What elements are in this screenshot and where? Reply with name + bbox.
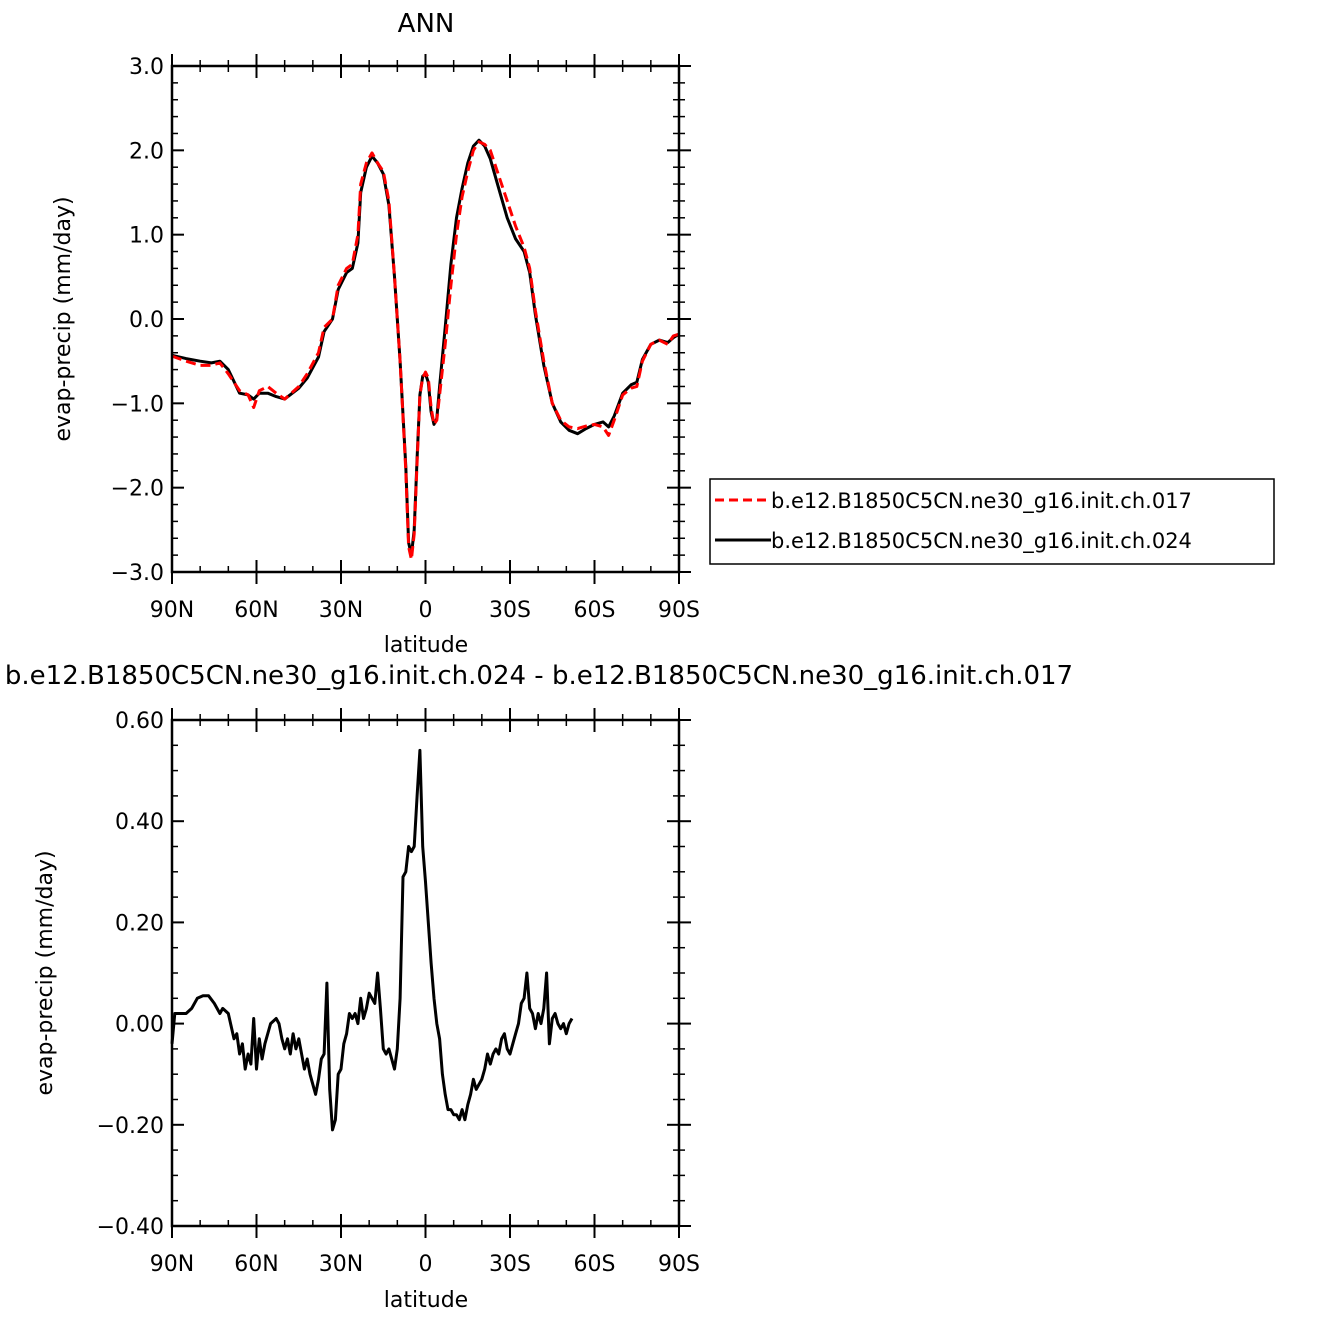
- top-x-tick-label: 90N: [150, 598, 194, 623]
- legend: b.e12.B1850C5CN.ne30_g16.init.ch.017 b.e…: [709, 478, 1275, 565]
- top-y-tick-label: −2.0: [111, 477, 164, 502]
- top-plot-frame: [170, 64, 681, 574]
- top-y-axis-label: evap-precip (mm/day): [51, 196, 76, 441]
- bottom-x-tick-label: 90N: [150, 1252, 194, 1277]
- bottom-y-tick-labels: 0.60 0.40 0.20 0.00 −0.20 −0.40: [97, 709, 164, 1240]
- bottom-plot-frame: [170, 718, 681, 1228]
- legend-box: [709, 478, 1275, 565]
- bottom-x-tick-label: 0: [419, 1252, 433, 1277]
- top-y-tick-label: 0.0: [129, 308, 164, 333]
- bottom-y-tick-label: 0.00: [115, 1013, 164, 1038]
- bottom-x-tick-label: 90S: [658, 1252, 700, 1277]
- bottom-series-lines: [170, 748, 574, 1132]
- top-x-tick-label: 0: [419, 598, 433, 623]
- bottom-x-axis-label: latitude: [384, 1288, 468, 1313]
- bottom-y-tick-label: −0.20: [97, 1114, 164, 1139]
- top-panel: ANN 3.0 2.0 1.0 0.0 −1.0 −2.0 −3.0 90N 60N 30N 0 3…: [51, 9, 1275, 658]
- bottom-x-tick-label: 30N: [319, 1252, 363, 1277]
- top-axis-ticks: [171, 54, 691, 584]
- top-y-tick-label: −1.0: [111, 392, 164, 417]
- bottom-chart-title: b.e12.B1850C5CN.ne30_g16.init.ch.024 - b…: [5, 661, 1073, 691]
- top-x-tick-label: 60S: [574, 598, 616, 623]
- top-y-tick-label: 1.0: [129, 224, 164, 249]
- legend-label-024: b.e12.B1850C5CN.ne30_g16.init.ch.024: [771, 529, 1192, 554]
- top-x-axis-label: latitude: [384, 633, 468, 658]
- bottom-y-tick-label: 0.20: [115, 911, 164, 936]
- bottom-series-line-0: [170, 748, 574, 1132]
- legend-label-017: b.e12.B1850C5CN.ne30_g16.init.ch.017: [771, 489, 1192, 514]
- bottom-axis-ticks: [171, 708, 691, 1238]
- top-series-line-0: [171, 140, 680, 561]
- bottom-y-tick-label: 0.60: [115, 709, 164, 734]
- bottom-y-tick-label: 0.40: [115, 810, 164, 835]
- bottom-y-tick-label: −0.40: [97, 1215, 164, 1240]
- top-y-tick-label: 2.0: [129, 139, 164, 164]
- bottom-x-tick-label: 60N: [234, 1252, 278, 1277]
- top-x-tick-label: 90S: [658, 598, 700, 623]
- bottom-x-tick-label: 30S: [489, 1252, 531, 1277]
- bottom-y-axis-label: evap-precip (mm/day): [33, 850, 58, 1095]
- top-x-tick-labels: 90N 60N 30N 0 30S 60S 90S: [150, 598, 700, 623]
- top-series-lines: [171, 138, 680, 561]
- top-y-tick-label: 3.0: [129, 55, 164, 80]
- top-x-tick-label: 30S: [489, 598, 531, 623]
- bottom-panel: b.e12.B1850C5CN.ne30_g16.init.ch.024 - b…: [5, 661, 1073, 1313]
- top-y-tick-labels: 3.0 2.0 1.0 0.0 −1.0 −2.0 −3.0: [111, 55, 164, 586]
- bottom-x-tick-label: 60S: [574, 1252, 616, 1277]
- top-series-line-1: [171, 138, 680, 557]
- top-x-tick-label: 30N: [319, 598, 363, 623]
- top-x-tick-label: 60N: [234, 598, 278, 623]
- top-y-tick-label: −3.0: [111, 561, 164, 586]
- top-chart-title: ANN: [398, 9, 455, 39]
- bottom-x-tick-labels: 90N 60N 30N 0 30S 60S 90S: [150, 1252, 700, 1277]
